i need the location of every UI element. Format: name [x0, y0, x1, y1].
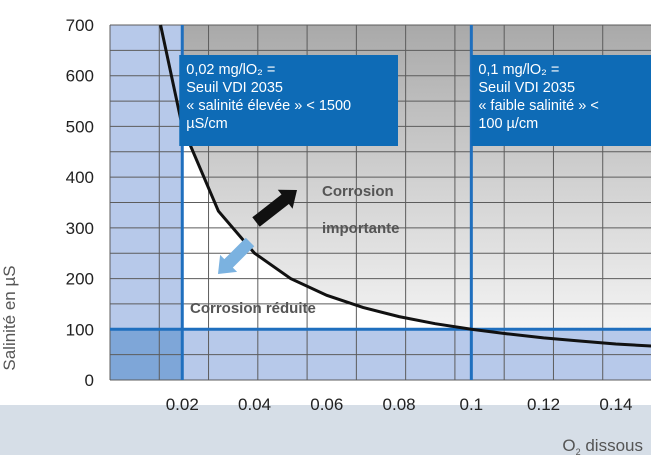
y-axis-label: Salinité en µS	[0, 265, 19, 370]
x-tick-label: 0.06	[310, 395, 343, 414]
x-tick-label: 0.14	[599, 395, 632, 414]
y-tick-label: 100	[66, 320, 94, 339]
annotation-vdi-low-box	[471, 55, 651, 146]
x-tick-label: 0.04	[238, 395, 271, 414]
arrow-corrosion-high-shape	[252, 189, 297, 227]
x-tick-label: 0.12	[527, 395, 560, 414]
y-tick-label: 400	[66, 168, 94, 187]
arrow-corrosion-high	[252, 189, 297, 227]
annotation-vdi-low-line: 0,1 mg/lO₂ =	[478, 62, 559, 78]
annotation-vdi-high-line: 0,02 mg/lO₂ =	[186, 62, 275, 78]
x-tick-label: 0.08	[383, 395, 416, 414]
zone-label-low: Corrosion réduite	[190, 300, 316, 317]
y-tick-label: 200	[66, 270, 94, 289]
arrow-corrosion-low	[218, 237, 255, 274]
zone-label-high: importante	[322, 220, 400, 237]
annotation-vdi-high-line: Seuil VDI 2035	[186, 80, 283, 96]
annotation-vdi-low-line: 100 µ/cm	[478, 116, 538, 132]
y-tick-label: 700	[66, 16, 94, 35]
y-tick-label: 300	[66, 219, 94, 238]
annotation-vdi-high-line: µS/cm	[186, 116, 227, 132]
arrow-corrosion-low-shape	[218, 237, 255, 274]
y-tick-label: 600	[66, 67, 94, 86]
annotation-vdi-low-line: Seuil VDI 2035	[478, 80, 575, 96]
salinity-curve	[159, 24, 651, 348]
annotation-vdi-low-line: « faible salinité » <	[478, 98, 599, 114]
annotation-vdi-high-box	[179, 55, 398, 146]
x-tick-label: 0.1	[460, 395, 484, 414]
y-tick-label: 500	[66, 117, 94, 136]
y-tick-label: 0	[85, 371, 94, 390]
bottom-band	[0, 405, 651, 455]
x-tick-label: 0.02	[166, 395, 199, 414]
annotation-vdi-high-line: « salinité élevée » < 1500	[186, 98, 351, 114]
zone-label-high: Corrosion	[322, 183, 394, 200]
x-axis-label: O2 dissous	[562, 436, 643, 455]
